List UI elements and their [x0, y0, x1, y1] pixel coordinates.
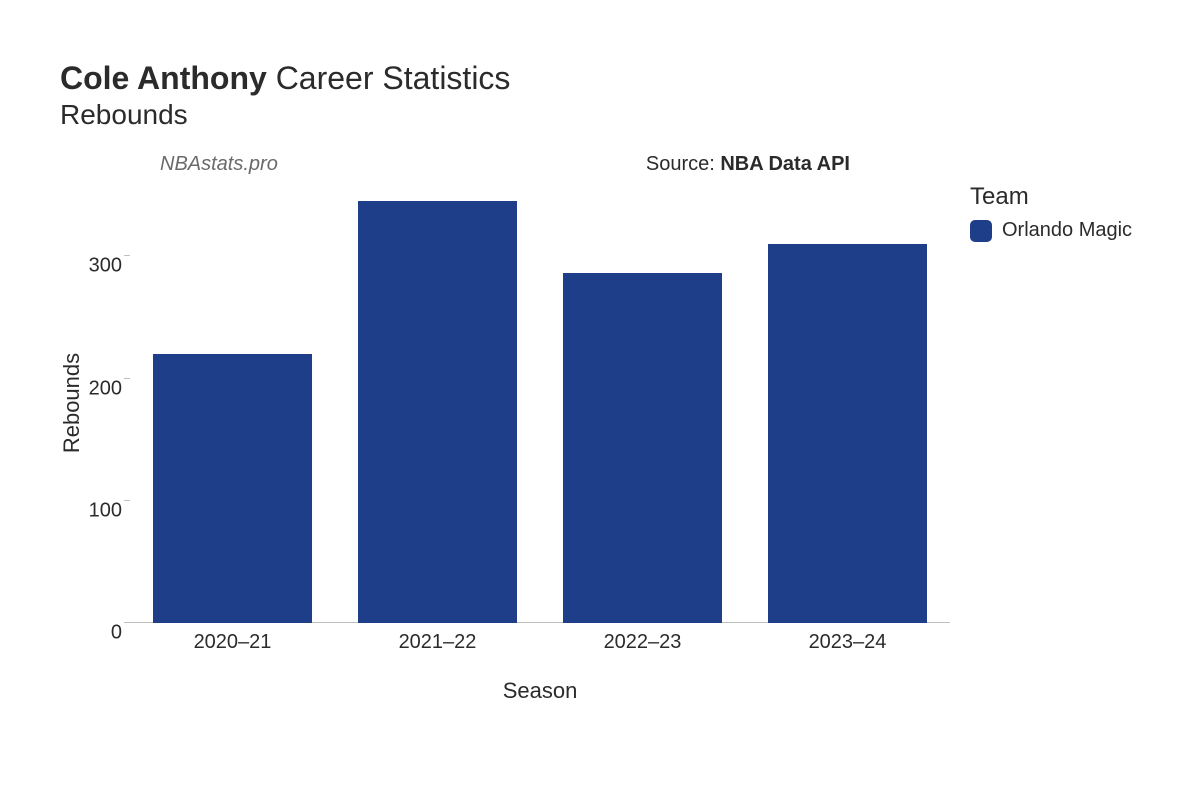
- chart-container: Cole Anthony Career Statistics Rebounds …: [0, 0, 1200, 800]
- source-name: NBA Data API: [720, 153, 850, 175]
- y-axis-label: Rebounds: [59, 353, 85, 453]
- legend-title: Team: [970, 183, 1132, 211]
- source-prefix: Source:: [646, 153, 720, 175]
- bar: [768, 244, 928, 623]
- x-tick-label: 2021–22: [399, 631, 477, 654]
- watermark: NBAstats.pro: [160, 153, 278, 176]
- legend: Team Orlando Magic: [970, 183, 1132, 242]
- bar: [153, 354, 313, 623]
- chart-title: Cole Anthony Career Statistics: [60, 60, 1160, 97]
- source-attribution: Source: NBA Data API: [646, 153, 850, 176]
- legend-item: Orlando Magic: [970, 219, 1132, 242]
- bar: [358, 201, 518, 623]
- plot-area: Rebounds Season 01002003002020–212021–22…: [130, 183, 950, 623]
- x-axis-label: Season: [130, 678, 950, 704]
- y-tick-mark: [124, 500, 130, 501]
- title-suffix: Career Statistics: [276, 60, 511, 96]
- legend-label: Orlando Magic: [1002, 219, 1132, 242]
- y-tick-label: 200: [82, 377, 122, 400]
- y-tick-label: 100: [82, 499, 122, 522]
- x-tick-label: 2022–23: [604, 631, 682, 654]
- y-tick-mark: [124, 378, 130, 379]
- y-tick-mark: [124, 622, 130, 623]
- chart-area: Rebounds Season 0 100 200 300 2020–21 2021–22…: [60, 183, 1160, 743]
- x-tick-label: 2023–24: [809, 631, 887, 654]
- y-tick-label: 0: [82, 622, 122, 645]
- chart-subtitle: Rebounds: [60, 99, 1160, 131]
- bar: [563, 273, 723, 623]
- x-tick-label: 2020–21: [194, 631, 272, 654]
- y-tick-mark: [124, 255, 130, 256]
- player-name: Cole Anthony: [60, 60, 267, 96]
- legend-swatch: [970, 220, 992, 242]
- title-block: Cole Anthony Career Statistics Rebounds: [60, 60, 1160, 131]
- meta-row: NBAstats.pro Source: NBA Data API: [60, 149, 1160, 183]
- y-tick-label: 300: [82, 255, 122, 278]
